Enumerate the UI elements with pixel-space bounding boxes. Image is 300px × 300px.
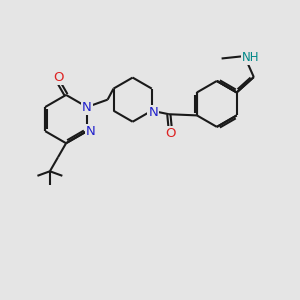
Text: N: N [148, 106, 158, 119]
Text: O: O [165, 128, 175, 140]
Text: N: N [86, 125, 95, 138]
Text: NH: NH [242, 51, 260, 64]
Text: N: N [82, 100, 92, 113]
Text: O: O [53, 71, 64, 84]
